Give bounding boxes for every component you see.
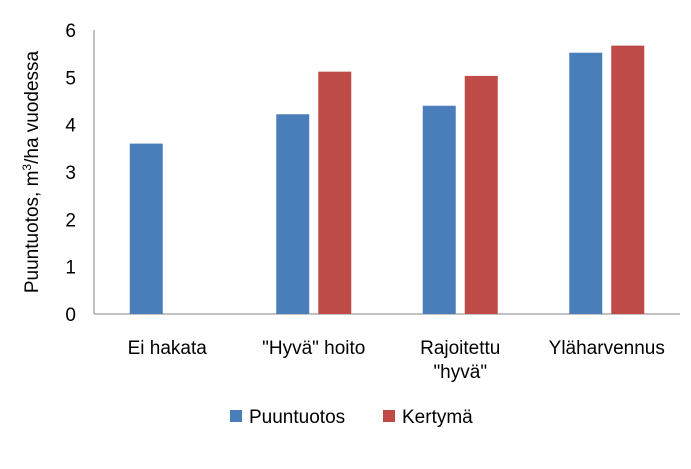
legend-label-kertymä: Kertymä [402,407,473,428]
x-tick-label-yläharvennus: Yläharvennus [549,338,665,359]
bar-puuntuotos-rajoitettu-hyvä [422,105,456,314]
bar-puuntuotos-ei-hakata [129,143,163,314]
x-tick-label-line: "Hyvä" hoito [262,338,365,359]
x-axis: Ei hakata "Hyvä" hoito Rajoitettu "hyvä" Ylä… [94,313,680,383]
bar-puuntuotos-hyvä-hoito [276,114,310,315]
x-category-labels: Ei hakata "Hyvä" hoito Rajoitettu "hyvä" Ylä… [128,338,665,383]
y-tick-label: 1 [65,258,76,279]
y-axis-title-prefix: Puuntuotos, m [22,171,43,294]
legend-swatch-puuntuotos [230,410,242,422]
y-axis-title-superscript: 3 [20,164,34,171]
x-tick-label-line: Yläharvennus [549,338,665,359]
x-tick-label-ei-hakata: Ei hakata [128,338,208,359]
bar-kertymä-yläharvennus [611,45,645,315]
bars [129,45,645,315]
y-tick-label: 2 [65,210,76,231]
y-tick-label: 5 [65,68,76,89]
y-axis: 0 1 2 3 4 5 6 [65,21,95,326]
y-tick-label: 6 [65,21,76,42]
y-tick-label: 4 [65,116,76,137]
x-tick-label-line: Rajoitettu [420,338,500,359]
bar-puuntuotos-yläharvennus [569,52,603,314]
bar-kertymä-rajoitettu-hyvä [464,75,498,314]
y-tick-labels: 0 1 2 3 4 5 6 [65,21,76,326]
bar-kertymä-hyvä-hoito [318,71,352,314]
y-tick-label: 3 [65,163,76,184]
legend-label-puuntuotos: Puuntuotos [249,407,345,428]
y-axis-title: Puuntuotos, m3/ha vuodessa [20,50,43,293]
legend-swatch-kertymä [383,410,395,422]
y-axis-title-suffix: /ha vuodessa [22,50,43,163]
x-tick-label-line: "hyvä" [433,362,487,383]
x-tick-label-line: Ei hakata [128,338,208,359]
legend: Puuntuotos Kertymä [230,407,473,428]
x-tick-label-rajoitettu-hyvä: Rajoitettu "hyvä" [420,338,500,383]
x-tick-label-hyvä-hoito: "Hyvä" hoito [262,338,365,359]
y-tick-label: 0 [65,305,76,326]
